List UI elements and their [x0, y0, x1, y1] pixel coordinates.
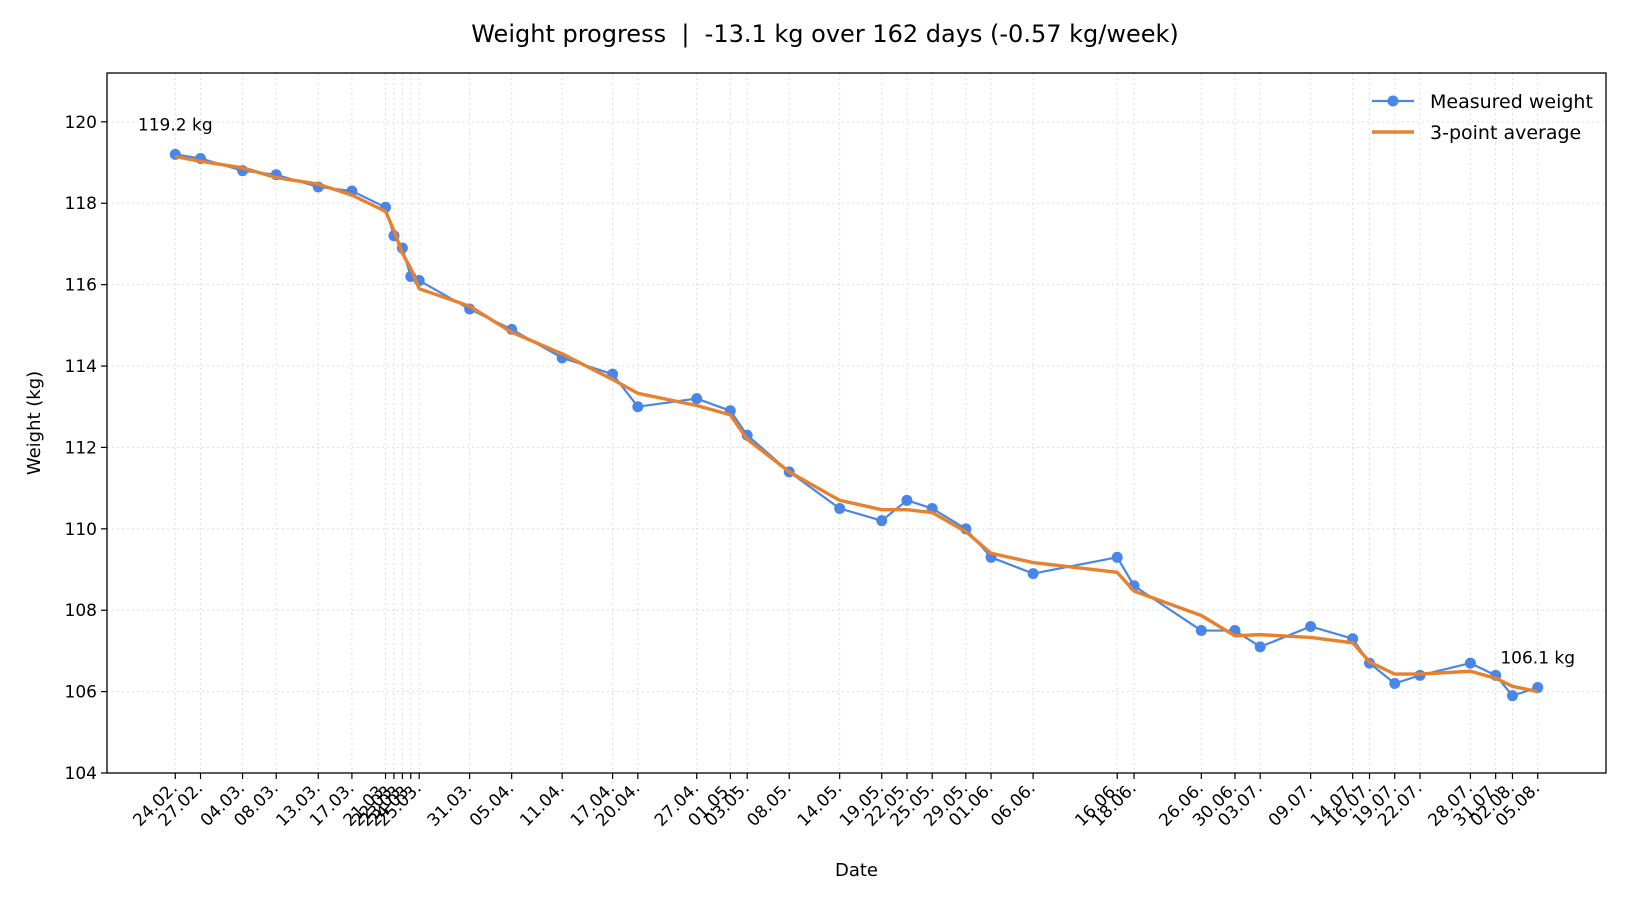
y-axis-label: Weight (kg) — [24, 371, 45, 475]
y-tick-label: 114 — [65, 357, 97, 377]
data-point-measured-weight — [834, 502, 846, 514]
data-point-measured-weight — [1389, 677, 1401, 689]
series-line-3-point-average — [174, 154, 1539, 694]
data-point-measured-weight — [1464, 657, 1476, 669]
y-tick-label: 104 — [65, 764, 97, 784]
data-point-measured-weight — [876, 515, 888, 527]
x-axis-label: Date — [835, 860, 878, 881]
data-point-measured-weight — [691, 393, 703, 405]
x-tick-label: 11.04. — [516, 778, 568, 830]
grid — [107, 73, 1606, 774]
legend-label-measured-weight: Measured weight — [1430, 91, 1593, 113]
data-point-measured-weight — [1305, 620, 1317, 632]
legend-marker-measured-weight — [1387, 95, 1399, 107]
series-layer — [169, 148, 1544, 702]
data-point-measured-weight — [1506, 690, 1518, 702]
x-tick-label: 06.06. — [987, 778, 1039, 830]
x-axis: 24.02.27.02.04.03.08.03.13.03.17.03.21.0… — [129, 773, 1544, 831]
x-tick-label: 05.04. — [466, 778, 518, 830]
y-tick-label: 108 — [65, 601, 97, 621]
plot-frame — [106, 72, 1607, 774]
y-tick-label: 116 — [65, 276, 97, 296]
value-annotation: 119.2 kg — [138, 115, 213, 135]
x-tick-label: 14.05. — [794, 778, 846, 830]
x-tick-label: 31.03. — [424, 778, 476, 830]
annotations: 119.2 kg 106.1 kg — [138, 115, 1575, 668]
y-tick-label: 110 — [65, 520, 97, 540]
data-point-measured-weight — [632, 401, 644, 413]
y-tick-label: 118 — [65, 194, 97, 214]
data-point-measured-weight — [1195, 625, 1207, 637]
value-annotation: 106.1 kg — [1500, 649, 1575, 669]
chart-title: Weight progress | -13.1 kg over 162 days… — [471, 20, 1179, 48]
x-tick-label: 09.07. — [1265, 778, 1317, 830]
y-tick-label: 106 — [65, 683, 97, 703]
legend-label-3-point-average: 3-point average — [1430, 122, 1581, 144]
data-point-measured-weight — [901, 494, 913, 506]
y-tick-label: 120 — [65, 113, 97, 133]
data-point-measured-weight — [1111, 551, 1123, 563]
series-line-measured-weight — [175, 153, 1539, 697]
x-tick-label: 08.05. — [743, 778, 795, 830]
data-point-measured-weight — [1254, 641, 1266, 653]
data-point-measured-weight — [1027, 568, 1039, 580]
y-tick-label: 112 — [65, 438, 97, 458]
legend: Measured weight 3-point average — [1372, 91, 1593, 144]
y-axis: 104 106 108 110 112 114 116 118 120 — [65, 113, 107, 784]
